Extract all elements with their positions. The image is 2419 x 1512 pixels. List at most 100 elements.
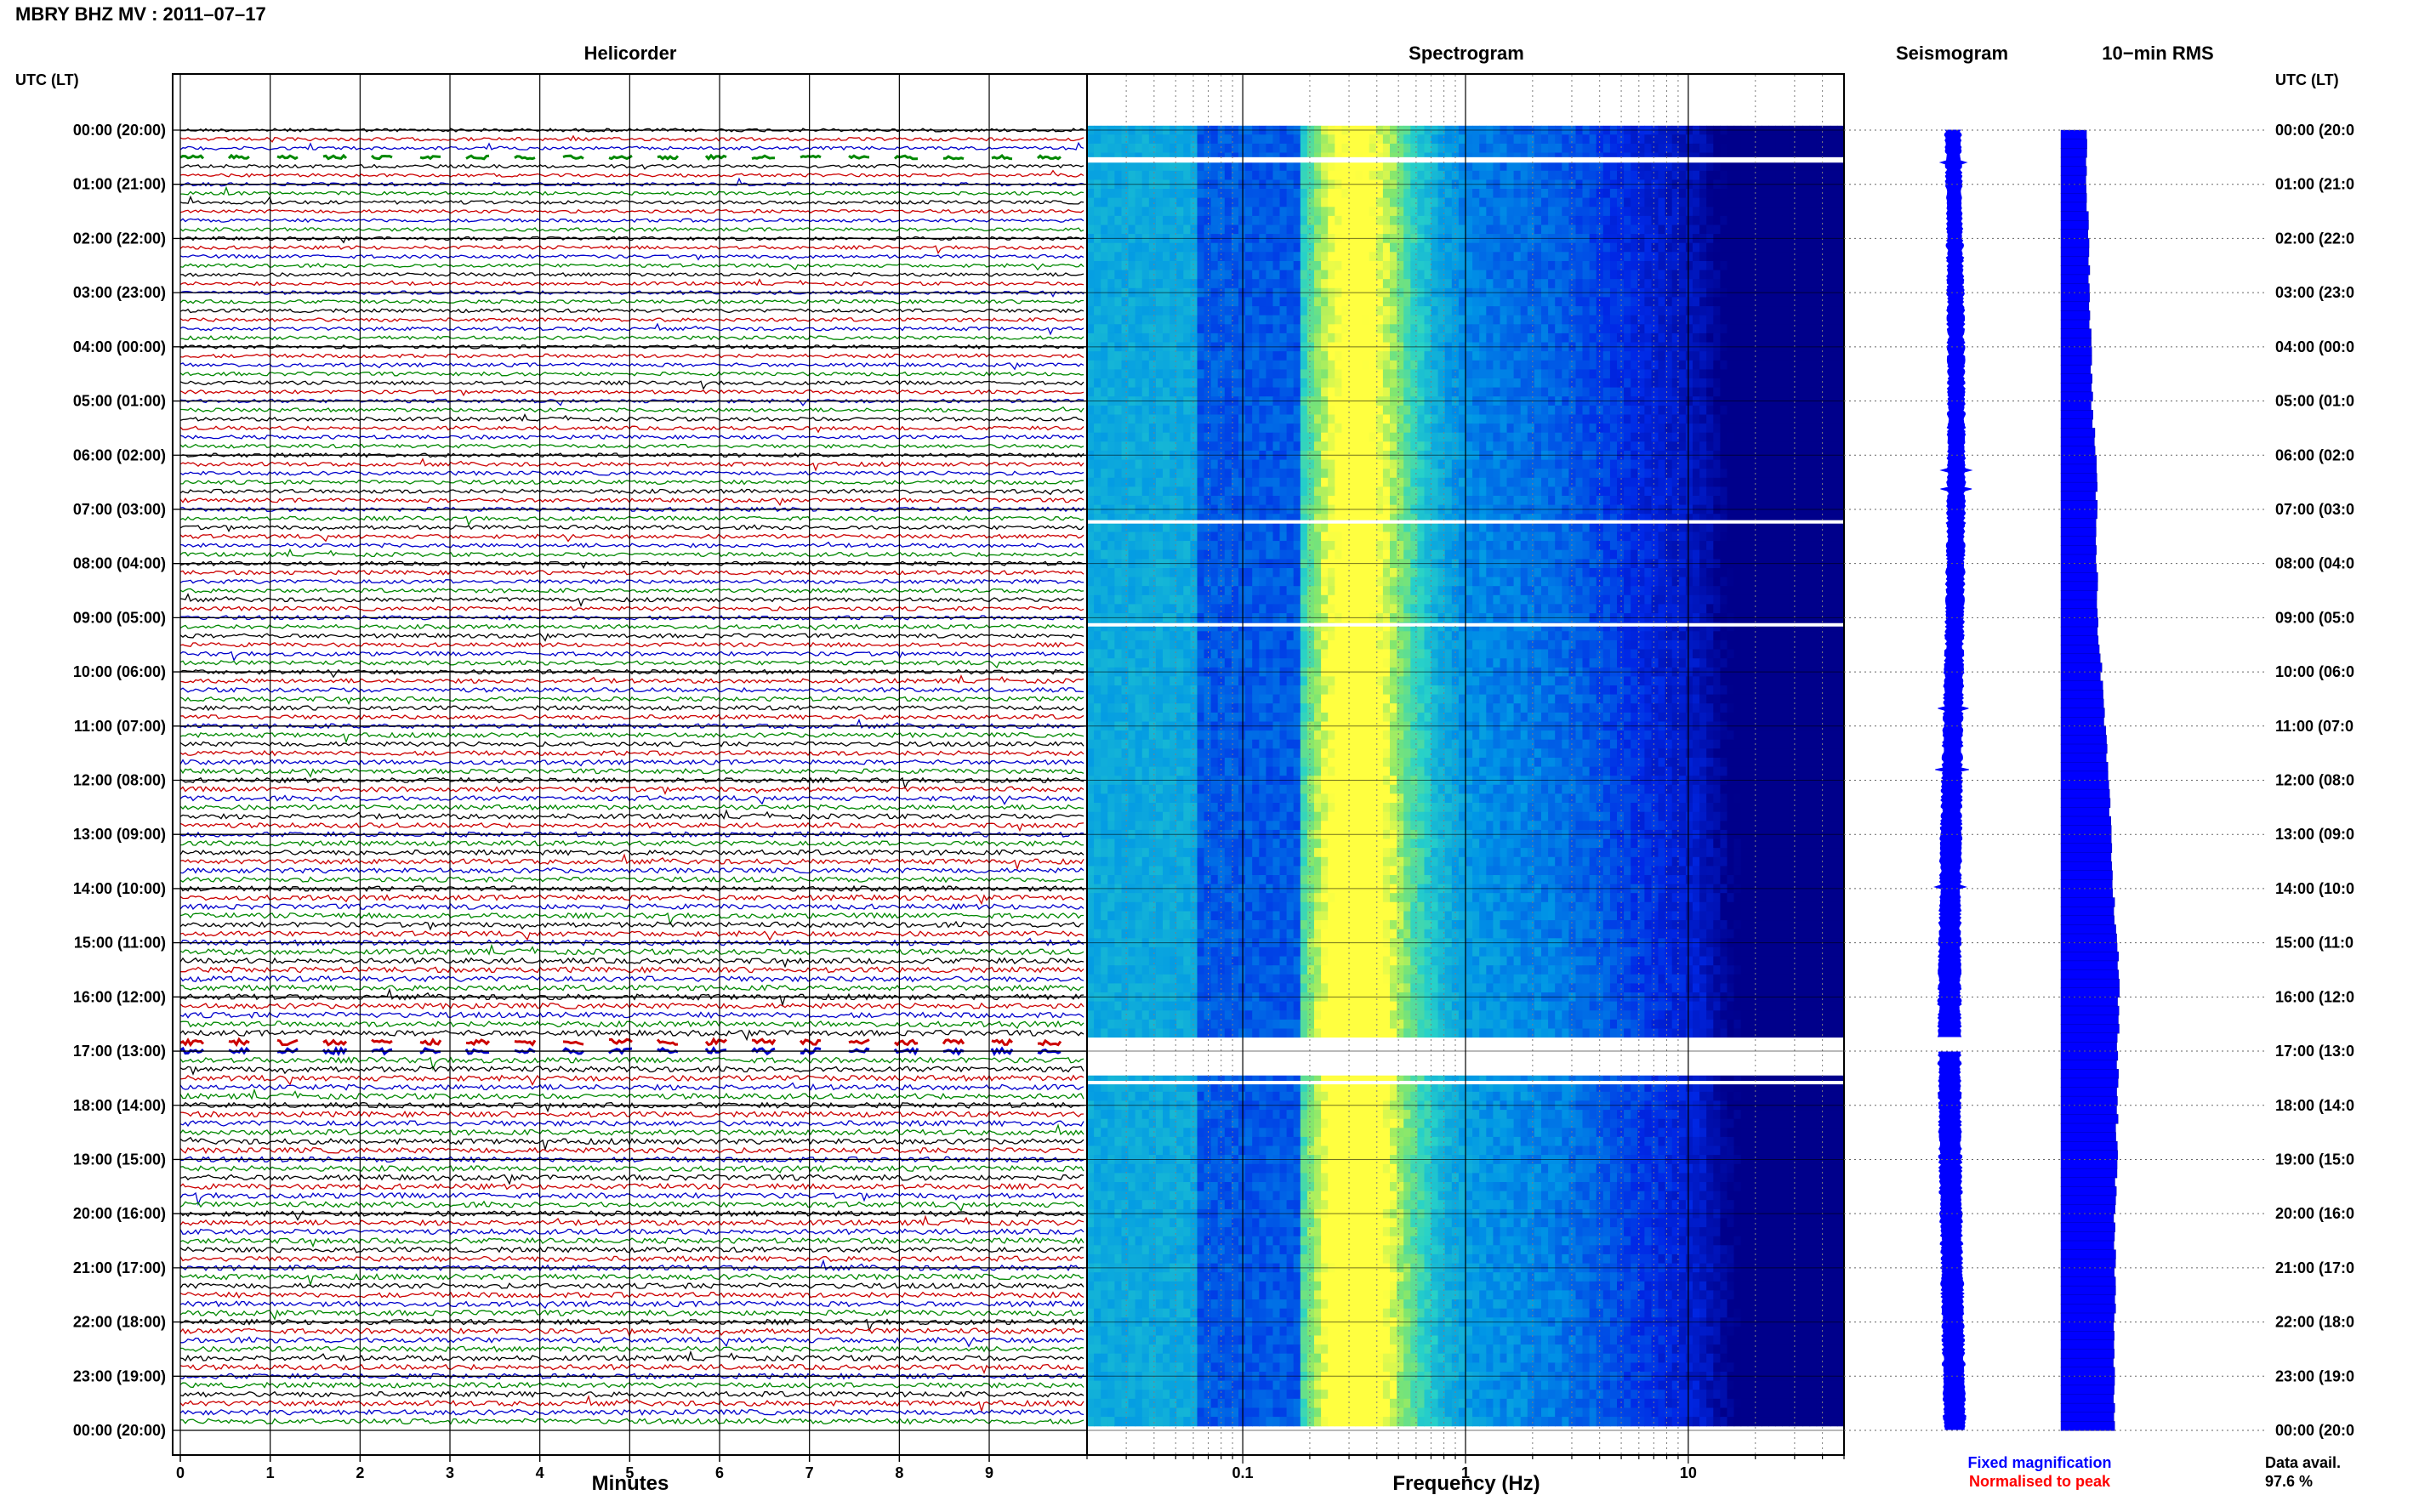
spectrogram-cell	[1720, 378, 1727, 388]
spectrogram-cell	[1335, 171, 1342, 180]
spectrogram-cell	[1727, 297, 1735, 306]
spectrogram-cell	[1789, 297, 1796, 306]
spectrogram-cell	[1238, 144, 1246, 153]
spectrogram-cell	[1225, 423, 1232, 433]
spectrogram-cell	[1644, 207, 1652, 216]
spectrogram-cell	[1693, 189, 1700, 198]
spectrogram-cell	[1287, 388, 1295, 397]
spectrogram-cell	[1775, 189, 1783, 198]
spectrogram-cell	[1624, 478, 1631, 487]
spectrogram-cell	[1706, 369, 1714, 378]
spectrogram-cell	[1610, 423, 1618, 433]
spectrogram-cell	[1328, 469, 1335, 478]
spectrogram-cell	[1204, 279, 1212, 288]
spectrogram-cell	[1507, 378, 1515, 388]
spectrogram-cell	[1356, 361, 1363, 370]
spectrogram-cell	[1775, 270, 1783, 280]
spectrogram-cell	[1686, 144, 1693, 153]
spectrogram-cell	[1183, 171, 1191, 180]
spectrogram-cell	[1479, 134, 1487, 144]
spectrogram-cell	[1107, 415, 1115, 424]
spectrogram-cell	[1156, 243, 1164, 253]
spectrogram-cell	[1129, 171, 1136, 180]
spectrogram-cell	[1363, 279, 1370, 288]
spectrogram-cell	[1341, 306, 1349, 315]
spectrogram-cell	[1136, 486, 1143, 496]
spectrogram-cell	[1225, 297, 1232, 306]
spectrogram-cell	[1810, 279, 1818, 288]
spectrogram-cell	[1713, 144, 1721, 153]
left-y-tick-label: 11:00 (07:00)	[74, 718, 166, 735]
spectrogram-cell	[1107, 225, 1115, 235]
spectrogram-cell	[1417, 369, 1425, 378]
spectrogram-cell	[1287, 361, 1295, 370]
spectrogram-cell	[1349, 198, 1357, 207]
spectrogram-cell	[1713, 486, 1721, 496]
spectrogram-cell	[1775, 496, 1783, 505]
spectrogram-cell	[1397, 433, 1404, 442]
spectrogram-cell	[1321, 351, 1329, 361]
spectrogram-cell	[1679, 306, 1687, 315]
spectrogram-cell	[1390, 297, 1397, 306]
helicorder-x-tick-label: 3	[446, 1464, 454, 1481]
spectrogram-cell	[1294, 406, 1301, 415]
spectrogram-cell	[1142, 415, 1150, 424]
spectrogram-cell	[1301, 378, 1308, 388]
spectrogram-cell	[1266, 144, 1273, 153]
spectrogram-cell	[1211, 324, 1219, 333]
spectrogram-cell	[1693, 433, 1700, 442]
spectrogram-cell	[1211, 297, 1219, 306]
spectrogram-cell	[1225, 216, 1232, 225]
spectrogram-cell	[1699, 333, 1707, 343]
spectrogram-cell	[1363, 198, 1370, 207]
spectrogram-cell	[1507, 225, 1515, 235]
spectrogram-cell	[1287, 279, 1295, 288]
spectrogram-cell	[1425, 171, 1432, 180]
spectrogram-cell	[1534, 134, 1542, 144]
spectrogram-cell	[1211, 423, 1219, 433]
spectrogram-cell	[1479, 361, 1487, 370]
spectrogram-cell	[1363, 351, 1370, 361]
spectrogram-cell	[1796, 496, 1803, 505]
spectrogram-cell	[1211, 134, 1219, 144]
spectrogram-cell	[1665, 361, 1673, 370]
left-y-tick-label: 23:00 (19:00)	[73, 1367, 166, 1384]
spectrogram-cell	[1314, 486, 1322, 496]
spectrogram-cell	[1748, 207, 1756, 216]
spectrogram-cell	[1830, 144, 1838, 153]
spectrogram-cell	[1136, 216, 1143, 225]
spectrogram-cell	[1431, 406, 1439, 415]
spectrogram-cell	[1390, 261, 1397, 270]
right-axis-label: UTC (LT)	[2275, 71, 2339, 88]
spectrogram-cell	[1576, 252, 1584, 261]
spectrogram-cell	[1225, 478, 1232, 487]
spectrogram-cell	[1369, 198, 1377, 207]
spectrogram-cell	[1198, 460, 1205, 469]
spectrogram-cell	[1610, 378, 1618, 388]
spectrogram-cell	[1307, 261, 1315, 270]
spectrogram-cell	[1624, 351, 1631, 361]
spectrogram-cell	[1252, 252, 1260, 261]
spectrogram-cell	[1321, 225, 1329, 235]
spectrogram-cell	[1652, 134, 1659, 144]
spectrogram-cell	[1445, 261, 1453, 270]
spectrogram-cell	[1479, 297, 1487, 306]
spectrogram-cell	[1562, 469, 1569, 478]
spectrogram-cell	[1514, 134, 1522, 144]
spectrogram-cell	[1252, 406, 1260, 415]
spectrogram-cell	[1631, 144, 1638, 153]
spectrogram-cell	[1562, 270, 1569, 280]
spectrogram-cell	[1644, 369, 1652, 378]
spectrogram-cell	[1576, 496, 1584, 505]
spectrogram-cell	[1713, 406, 1721, 415]
spectrogram-cell	[1431, 171, 1439, 180]
spectrogram-cell	[1114, 252, 1122, 261]
spectrogram-cell	[1528, 207, 1535, 216]
spectrogram-cell	[1610, 297, 1618, 306]
spectrogram-cell	[1341, 388, 1349, 397]
spectrogram-cell	[1824, 378, 1831, 388]
right-y-tick-label: 02:00 (22:0	[2275, 230, 2354, 247]
spectrogram-cell	[1568, 225, 1576, 235]
spectrogram-cell	[1294, 460, 1301, 469]
spectrogram-cell	[1183, 415, 1191, 424]
